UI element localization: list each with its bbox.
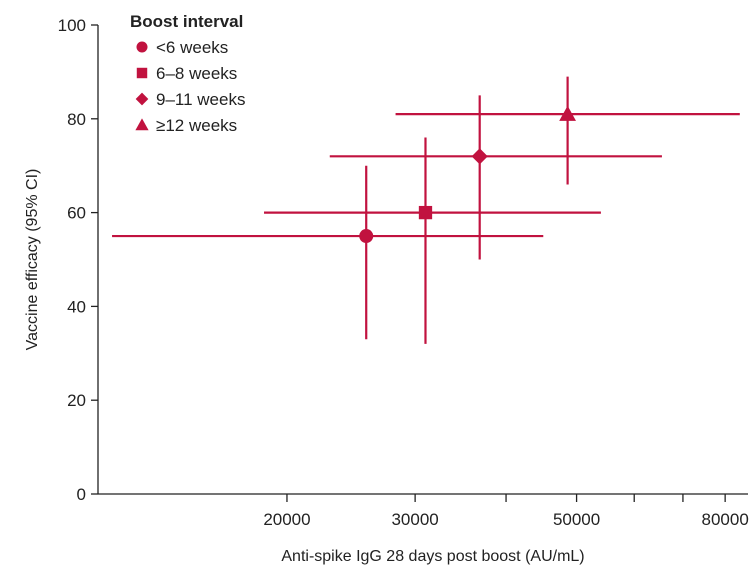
legend-label: 9–11 weeks: [156, 90, 245, 109]
legend-label: 6–8 weeks: [156, 64, 237, 83]
x-tick-label: 30000: [391, 510, 438, 529]
legend-marker-square: [136, 67, 148, 79]
axes: [97, 25, 748, 495]
data-markers: [359, 105, 577, 244]
data-point-diamond: [471, 148, 488, 165]
legend-label: ≥12 weeks: [156, 116, 237, 135]
legend-label: <6 weeks: [156, 38, 228, 57]
data-point-circle: [359, 229, 374, 244]
x-ticks: 20000 30000 50000 80000: [263, 494, 749, 529]
legend-marker-triangle: [135, 118, 149, 131]
legend-marker-diamond: [135, 92, 149, 106]
y-tick-label: 40: [67, 297, 86, 316]
y-axis-title: Vaccine efficacy (95% CI): [24, 169, 41, 351]
y-tick-label: 60: [67, 204, 86, 223]
x-tick-label: 20000: [263, 510, 310, 529]
y-tick-label: 0: [77, 485, 86, 504]
legend-marker-circle: [136, 41, 148, 53]
data-point-triangle: [559, 105, 577, 121]
legend: Boost interval <6 weeks 6–8 weeks 9–11 wee…: [130, 12, 245, 135]
y-tick-label: 100: [58, 16, 86, 35]
x-tick-label: 80000: [702, 510, 749, 529]
x-axis-title: Anti-spike IgG 28 days post boost (AU/mL…: [281, 548, 584, 565]
y-ticks: 0 20 40 60 80 100: [58, 16, 98, 504]
data-point-square: [418, 205, 433, 220]
y-tick-label: 80: [67, 110, 86, 129]
y-tick-label: 20: [67, 391, 86, 410]
x-tick-label: 50000: [553, 510, 600, 529]
legend-title: Boost interval: [130, 12, 243, 31]
